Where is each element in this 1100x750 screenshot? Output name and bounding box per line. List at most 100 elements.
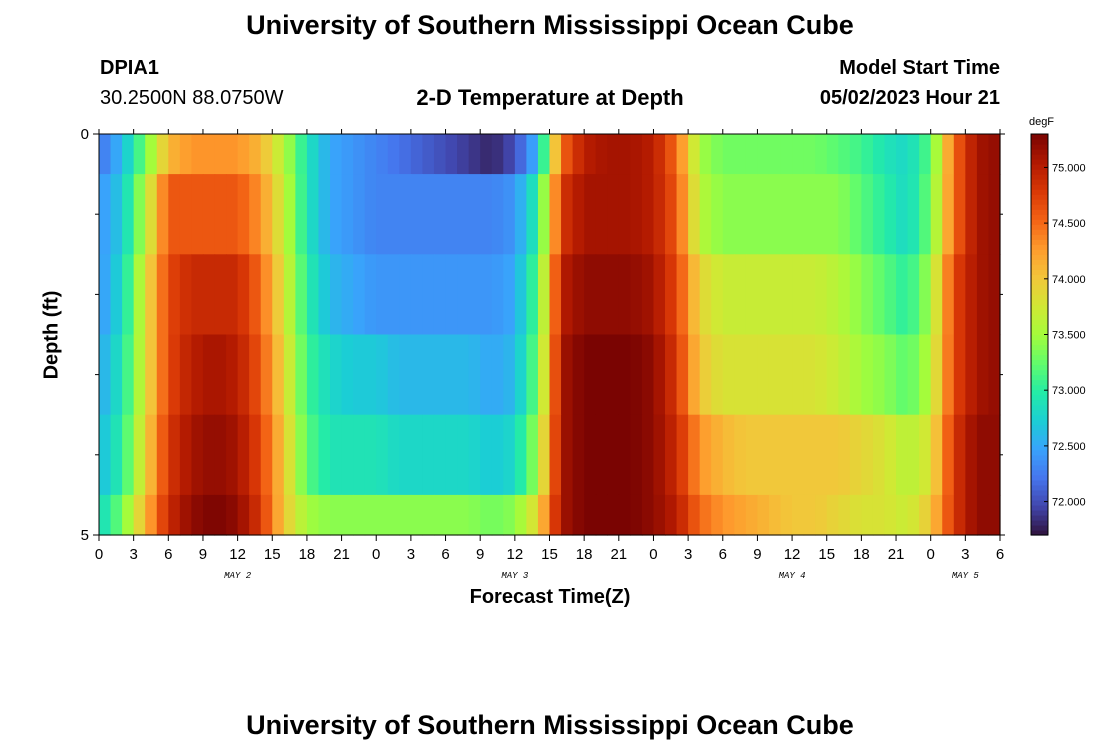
colorbar-segment	[1031, 154, 1048, 160]
heatmap-cell	[919, 414, 932, 496]
heatmap-cell	[665, 334, 678, 416]
heatmap-cell	[156, 134, 169, 175]
heatmap-cell	[457, 254, 470, 336]
heatmap-cell	[480, 414, 493, 496]
heatmap-cell	[480, 494, 493, 536]
heatmap-cell	[145, 334, 158, 416]
heatmap-cell	[734, 494, 747, 536]
heatmap-cell	[803, 494, 816, 536]
heatmap-cell	[792, 494, 805, 536]
colorbar-segment	[1031, 329, 1048, 336]
heatmap-cell	[815, 134, 828, 175]
heatmap-cell	[491, 254, 504, 336]
heatmap-cell	[792, 334, 805, 416]
heatmap-cell	[641, 494, 655, 536]
heatmap-cell	[514, 134, 527, 175]
colorbar-segment	[1031, 159, 1048, 165]
heatmap-cell	[919, 134, 932, 175]
heatmap-cell	[503, 134, 516, 175]
colorbar-segment	[1031, 514, 1048, 521]
x-tick-label: 3	[961, 546, 969, 563]
heatmap-cell	[665, 254, 678, 336]
colorbar-tick-label: 73.500	[1052, 330, 1086, 342]
x-tick-label: 21	[888, 546, 905, 563]
colorbar-segment	[1031, 504, 1048, 511]
heatmap-cell	[757, 134, 770, 175]
heatmap-cell	[353, 134, 366, 175]
heatmap-cell	[433, 174, 447, 255]
heatmap-cell	[445, 134, 458, 175]
heatmap-cell	[584, 414, 597, 496]
heatmap-cell	[283, 254, 296, 336]
heatmap-cell	[191, 174, 204, 255]
day-label: MAY 4	[779, 571, 806, 581]
heatmap-cell	[768, 254, 782, 336]
colorbar-segment	[1031, 139, 1048, 145]
heatmap-cell	[341, 414, 354, 496]
colorbar-segment	[1031, 284, 1048, 290]
heatmap-cell	[272, 134, 285, 175]
heatmap-cell	[988, 254, 1001, 336]
heatmap-cell	[99, 254, 112, 336]
heatmap-cell	[607, 134, 620, 175]
heatmap-cell	[722, 414, 735, 496]
colorbar-segment	[1031, 174, 1048, 180]
heatmap-cell	[942, 334, 955, 416]
heatmap-cell	[145, 414, 158, 496]
colorbar-segment	[1031, 409, 1048, 416]
heatmap-cell	[584, 334, 597, 416]
heatmap-cell	[364, 334, 377, 416]
heatmap-cell	[676, 134, 689, 175]
x-tick-label: 18	[853, 546, 870, 563]
heatmap-cell	[584, 174, 597, 255]
heatmap-cell	[826, 174, 839, 255]
heatmap-cell	[780, 254, 793, 336]
heatmap-cell	[283, 174, 296, 255]
colorbar-segment	[1031, 349, 1048, 356]
heatmap-cell	[214, 174, 227, 255]
colorbar-segment	[1031, 469, 1048, 476]
heatmap-cell	[468, 494, 481, 536]
heatmap-cell	[907, 174, 920, 255]
heatmap-cell	[861, 254, 874, 336]
colorbar-segment	[1031, 374, 1048, 381]
heatmap-cell	[433, 334, 447, 416]
colorbar-segment	[1031, 384, 1048, 391]
page-title: University of Southern Mississippi Ocean…	[246, 10, 854, 40]
heatmap-cell	[953, 254, 966, 336]
heatmap-cell	[792, 174, 805, 255]
heatmap-cell	[561, 414, 574, 496]
heatmap-cell	[988, 174, 1001, 255]
heatmap-cell	[711, 174, 724, 255]
heatmap-cell	[653, 174, 666, 255]
heatmap-cell	[318, 174, 331, 255]
heatmap-cell	[942, 414, 955, 496]
heatmap-cell	[399, 254, 412, 336]
heatmap-cell	[306, 494, 320, 536]
heatmap-cell	[988, 494, 1001, 536]
colorbar-segment	[1031, 184, 1048, 190]
model-start-value: 05/02/2023 Hour 21	[819, 87, 1000, 109]
heatmap-cell	[699, 134, 712, 175]
colorbar-unit: degF	[1029, 116, 1054, 128]
colorbar-segment	[1031, 529, 1048, 536]
colorbar-segment	[1031, 394, 1048, 401]
heatmap-cell	[306, 414, 320, 496]
heatmap-cell	[237, 494, 250, 536]
heatmap-cell	[156, 494, 169, 536]
heatmap-cell	[676, 334, 689, 416]
heatmap-cell	[514, 334, 527, 416]
heatmap-cell	[942, 494, 955, 536]
heatmap-cell	[145, 174, 158, 255]
heatmap-cell	[156, 334, 169, 416]
heatmap-cell	[919, 174, 932, 255]
heatmap-cell	[849, 414, 862, 496]
heatmap-cell	[330, 134, 343, 175]
heatmap-cell	[295, 134, 308, 175]
x-tick-label: 12	[229, 546, 246, 563]
heatmap-cell	[410, 174, 424, 255]
colorbar-segment	[1031, 454, 1048, 461]
heatmap-cell	[976, 254, 990, 336]
heatmap-cell	[295, 414, 308, 496]
colorbar-segment	[1031, 254, 1048, 260]
